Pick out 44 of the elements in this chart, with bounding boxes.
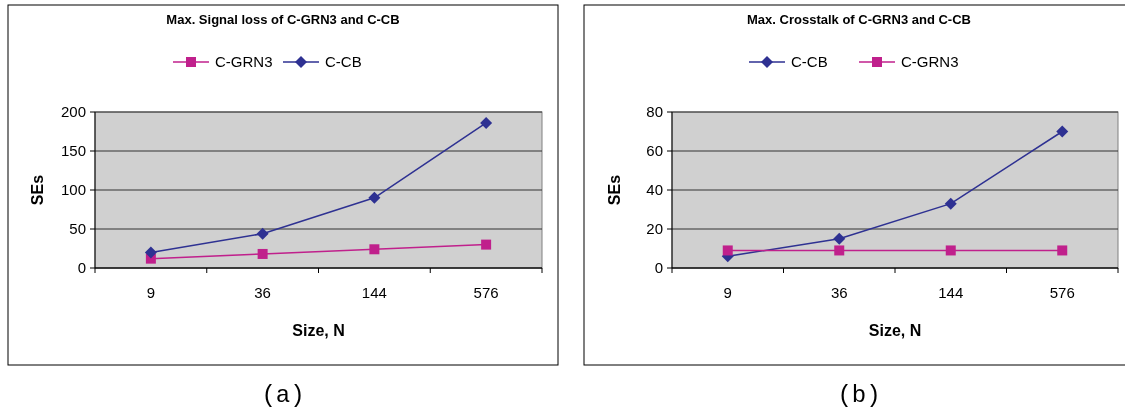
x-tick-label: 144	[361, 284, 387, 301]
x-tick-label: 576	[473, 284, 499, 301]
y-tick-label: 50	[69, 220, 86, 237]
text: (b)	[837, 382, 881, 409]
x-axis-title: Size, N	[292, 322, 345, 339]
y-axis-title: SEs	[606, 174, 623, 206]
x-axis-title: Size, N	[868, 322, 922, 339]
chart-title: Max. Signal loss of C-GRN3 and C-CB	[166, 12, 400, 27]
x-tick-label: 9	[146, 284, 156, 301]
point	[369, 244, 380, 255]
y-axis-title: SEs	[29, 174, 46, 206]
point	[1057, 245, 1068, 256]
x-tick-label: 36	[830, 284, 848, 301]
point	[834, 245, 845, 256]
point	[481, 239, 492, 250]
legend-label: C-GRN3	[901, 53, 959, 70]
legend-label: C-GRN3	[215, 53, 273, 70]
legend-label: C-CB	[325, 53, 362, 70]
y-tick-label: 0	[654, 259, 663, 276]
point	[1056, 125, 1069, 138]
point	[945, 245, 956, 256]
y-tick-label: 150	[60, 142, 86, 159]
x-tick-label: 576	[1049, 284, 1075, 301]
point	[833, 232, 846, 245]
x-tick-label: 144	[938, 284, 964, 301]
point	[144, 246, 157, 259]
y-tick-label: 60	[646, 142, 663, 159]
y-tick-label: 80	[646, 103, 663, 120]
y-tick-label: 20	[646, 220, 663, 237]
y-tick-label: 0	[77, 259, 86, 276]
y-tick-label: 200	[60, 103, 86, 120]
legend-label: C-CB	[791, 53, 828, 70]
point	[368, 191, 381, 204]
chart-title: Max. Crosstalk of C-GRN3 and C-CB	[747, 12, 971, 27]
x-tick-label: 36	[254, 284, 271, 301]
y-tick-label: 100	[60, 181, 86, 198]
point	[480, 116, 493, 129]
x-tick-label: 9	[723, 284, 732, 301]
point	[256, 227, 269, 240]
point	[944, 197, 957, 210]
y-tick-label: 40	[646, 181, 663, 198]
point	[257, 248, 268, 259]
point	[722, 245, 733, 256]
text: (a)	[261, 382, 305, 409]
